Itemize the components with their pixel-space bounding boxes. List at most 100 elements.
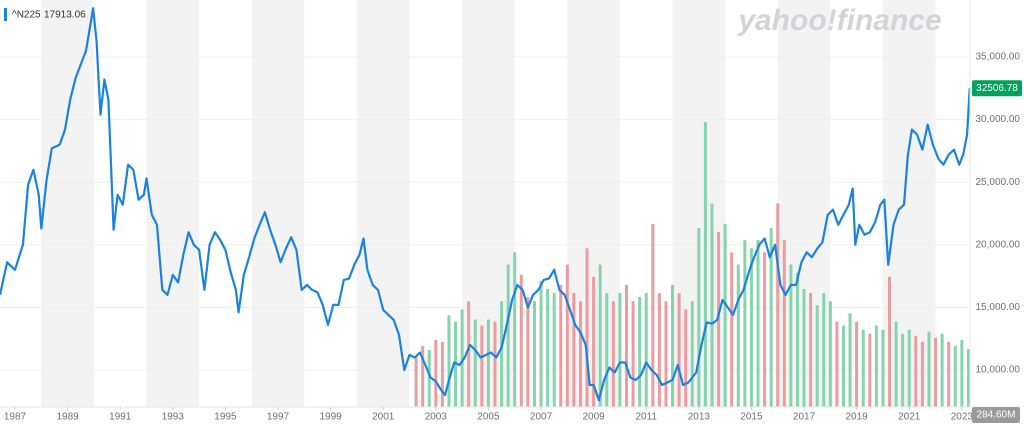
- volume-bar: [809, 293, 813, 407]
- volume-bar: [684, 309, 688, 407]
- x-tick-label: 2017: [793, 412, 816, 423]
- y-tick-label: 10,000.00: [976, 365, 1021, 376]
- volume-bar: [966, 349, 970, 407]
- x-tick-label: 2011: [635, 412, 657, 423]
- volume-bar: [927, 331, 931, 407]
- volume-bar: [730, 252, 734, 407]
- x-tick-label: 1995: [214, 412, 237, 423]
- volume-bar: [848, 313, 852, 407]
- volume-bar: [769, 227, 773, 407]
- volume-bar: [947, 341, 951, 407]
- y-tick-label: 25,000.00: [976, 177, 1021, 188]
- x-tick-label: 2003: [425, 412, 448, 423]
- volume-bar: [486, 319, 490, 407]
- volume-bar: [473, 319, 477, 407]
- volume-bar: [493, 321, 497, 407]
- x-tick-label: 1993: [162, 412, 185, 423]
- volume-bar: [631, 301, 635, 407]
- volume-bar: [868, 333, 872, 407]
- volume-bar: [855, 321, 859, 407]
- band: [41, 0, 94, 407]
- volume-bar: [802, 288, 806, 407]
- y-tick-label: 20,000.00: [976, 239, 1021, 250]
- volume-bar: [513, 252, 517, 407]
- x-tick-label: 2009: [583, 412, 606, 423]
- volume-tag-label: 284.60M: [977, 410, 1016, 421]
- volume-bar: [960, 339, 964, 407]
- volume-bar: [776, 203, 780, 407]
- volume-bar: [953, 345, 957, 407]
- volume-bar: [565, 264, 569, 407]
- volume-bar: [585, 248, 589, 407]
- x-tick-label: 1999: [319, 412, 342, 423]
- volume-bar: [690, 301, 694, 407]
- volume-bar: [907, 329, 911, 407]
- volume-bar: [861, 329, 865, 407]
- volume-bar: [657, 293, 661, 407]
- volume-bar: [546, 288, 550, 407]
- volume-bar: [651, 223, 655, 407]
- volume-bar: [789, 264, 793, 407]
- x-tick-label: 1991: [109, 412, 132, 423]
- volume-bar: [888, 276, 892, 407]
- volume-bar: [901, 333, 905, 407]
- x-tick-label: 2021: [898, 412, 921, 423]
- volume-bar: [763, 252, 767, 407]
- volume-bar: [894, 321, 898, 407]
- volume-bar: [736, 264, 740, 407]
- price-tag: [972, 80, 1022, 97]
- volume-bar: [532, 301, 536, 407]
- x-tick-label: 2001: [372, 412, 395, 423]
- y-tick-label: 35,000.00: [976, 52, 1021, 63]
- price-line: [0, 7, 971, 402]
- volume-bar: [480, 325, 484, 407]
- volume-bar: [749, 248, 753, 407]
- volume-bar: [519, 274, 523, 407]
- volume-bar: [467, 301, 471, 407]
- volume-bar: [940, 333, 944, 407]
- x-tick-label: 1989: [56, 412, 79, 423]
- volume-bar: [460, 309, 464, 407]
- volume-bar: [841, 325, 845, 407]
- volume-bar: [638, 297, 642, 407]
- volume-bar: [572, 293, 576, 407]
- volume-bar: [447, 315, 451, 407]
- volume-bar: [723, 223, 727, 407]
- band: [251, 0, 305, 407]
- volume-bar: [835, 321, 839, 407]
- band: [146, 0, 200, 407]
- volume-bar: [756, 240, 760, 407]
- volume-bar: [920, 341, 924, 407]
- volume-bar: [552, 293, 556, 407]
- volume-bar: [822, 293, 826, 407]
- volume-bar: [671, 284, 675, 407]
- volume-bar: [664, 301, 668, 407]
- x-tick-label: 1997: [267, 412, 290, 423]
- volume-bar: [703, 122, 707, 407]
- x-tick-label: 2005: [477, 412, 500, 423]
- volume-bar: [815, 305, 819, 407]
- x-tick-label: 2007: [530, 412, 553, 423]
- volume-bar: [611, 301, 615, 407]
- x-tick-label: 1987: [4, 412, 27, 423]
- volume-bar: [782, 240, 786, 407]
- volume-tag: [972, 407, 1020, 423]
- watermark: yahoo!finance: [736, 4, 941, 37]
- y-tick-label: 30,000.00: [976, 114, 1021, 125]
- volume-bar: [644, 293, 648, 407]
- volume-bar: [592, 276, 596, 407]
- volume-bar: [717, 231, 721, 407]
- volume-bar: [421, 345, 425, 407]
- x-tick-label: 2019: [846, 412, 869, 423]
- volume-bar: [578, 301, 582, 407]
- volume-bar: [598, 264, 602, 407]
- volume-bar: [427, 350, 431, 407]
- volume-bar: [526, 297, 530, 407]
- volume-bar: [743, 240, 747, 407]
- volume-bar: [934, 337, 938, 407]
- volume-bar: [874, 325, 878, 407]
- volume-bar: [914, 335, 918, 407]
- volume-bar: [881, 329, 885, 407]
- price-tag-label: 32506.78: [976, 83, 1018, 94]
